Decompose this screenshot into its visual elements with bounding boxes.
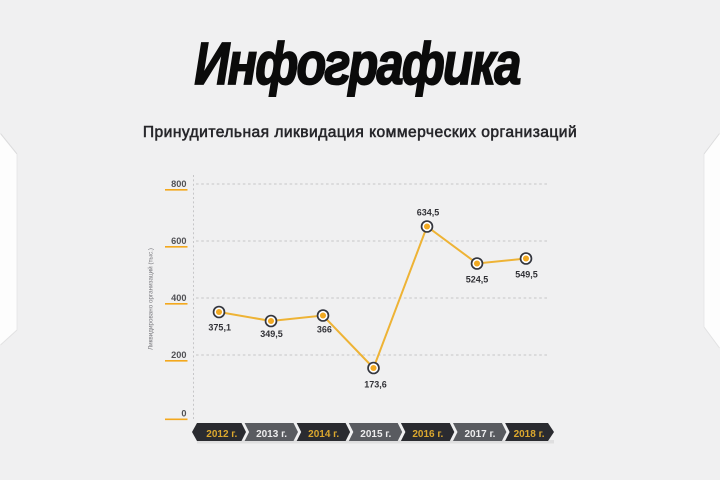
svg-text:524,5: 524,5	[466, 274, 489, 284]
svg-text:366: 366	[317, 324, 332, 334]
svg-text:200: 200	[171, 350, 186, 360]
svg-text:375,1: 375,1	[208, 322, 231, 332]
svg-text:2014 г.: 2014 г.	[308, 429, 339, 440]
svg-text:2015 г.: 2015 г.	[360, 429, 391, 440]
svg-text:Ликвидировано организаций (тыс: Ликвидировано организаций (тыс.)	[147, 248, 155, 350]
svg-text:800: 800	[171, 179, 186, 189]
svg-text:0: 0	[181, 409, 186, 419]
svg-text:173,6: 173,6	[364, 379, 387, 389]
svg-text:2012 г.: 2012 г.	[206, 429, 237, 440]
svg-text:400: 400	[171, 293, 186, 303]
svg-text:634,5: 634,5	[417, 207, 440, 217]
svg-text:549,5: 549,5	[515, 270, 538, 280]
svg-text:2017 г.: 2017 г.	[464, 429, 495, 440]
svg-text:349,5: 349,5	[260, 329, 283, 339]
svg-text:2013 г.: 2013 г.	[256, 429, 287, 440]
svg-text:2016 г.: 2016 г.	[412, 429, 443, 440]
svg-text:2018 г.: 2018 г.	[514, 429, 545, 440]
svg-text:600: 600	[171, 236, 186, 246]
